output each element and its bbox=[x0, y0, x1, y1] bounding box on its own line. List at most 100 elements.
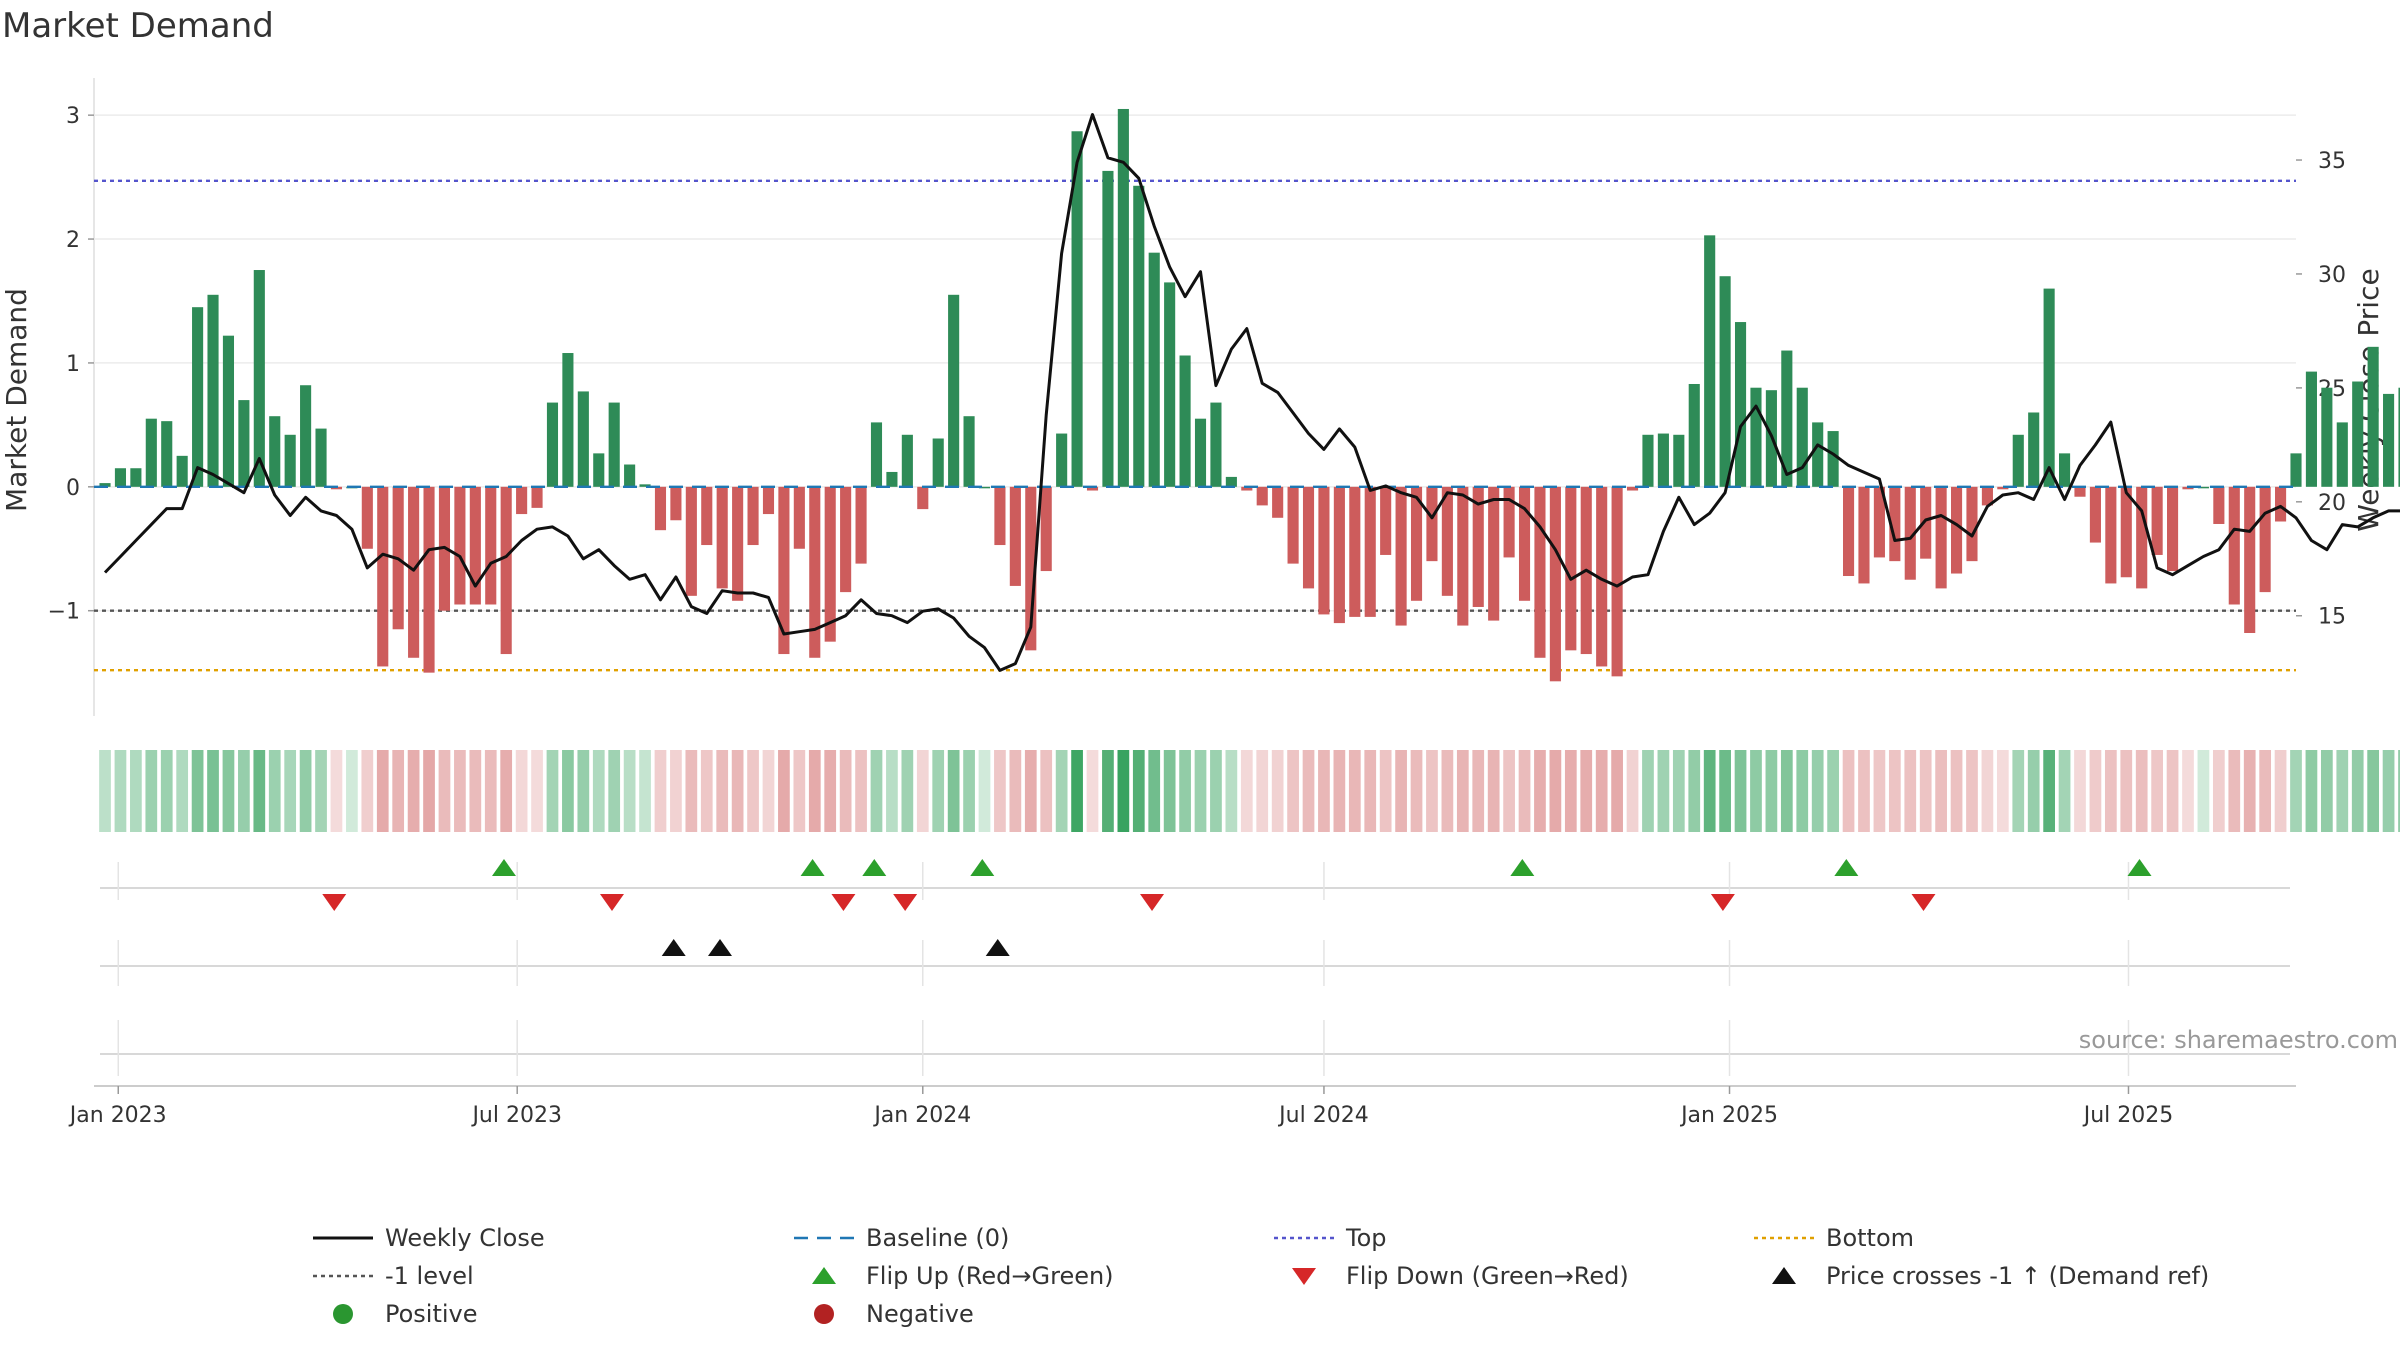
demand-bar-negative bbox=[778, 486, 790, 655]
heat-cell bbox=[1040, 750, 1053, 832]
heat-cell bbox=[376, 750, 389, 832]
heat-cell bbox=[1626, 750, 1639, 832]
demand-bar-negative bbox=[1997, 486, 2009, 490]
demand-bar-negative bbox=[1596, 486, 1608, 667]
heat-cell bbox=[99, 750, 111, 832]
heat-cell bbox=[1318, 750, 1330, 832]
page-title: Market Demand bbox=[2, 6, 274, 46]
demand-bar-positive bbox=[2383, 393, 2395, 487]
demand-bar-negative bbox=[485, 486, 497, 605]
y-tick-label: 0 bbox=[66, 476, 80, 501]
heat-cell bbox=[608, 750, 621, 832]
demand-bar-negative bbox=[1472, 486, 1484, 607]
heat-cell bbox=[2305, 750, 2318, 832]
y-axis-label: Market Demand bbox=[0, 288, 33, 512]
demand-bar-positive bbox=[2367, 346, 2379, 487]
heat-cell bbox=[1935, 750, 1947, 832]
heat-cell bbox=[253, 750, 266, 832]
demand-bar-negative bbox=[1981, 486, 1993, 506]
demand-bar-positive bbox=[608, 402, 620, 487]
heat-cell bbox=[1348, 750, 1361, 832]
legend-label-bottom: Bottom bbox=[1826, 1224, 1914, 1252]
demand-bar-negative bbox=[1488, 486, 1500, 621]
demand-bar-negative bbox=[1302, 486, 1315, 589]
demand-bar-negative bbox=[2151, 486, 2163, 555]
demand-bar-positive bbox=[1796, 387, 1808, 487]
price-cross-marker bbox=[985, 939, 1010, 956]
heat-cell bbox=[2259, 750, 2272, 832]
demand-bar-positive bbox=[1734, 322, 1747, 487]
demand-bar-negative bbox=[1889, 486, 1901, 562]
demand-bar-positive bbox=[2012, 434, 2024, 487]
flip-down-marker bbox=[1710, 894, 1735, 911]
legend-item-close: Weekly Close bbox=[313, 1224, 545, 1252]
demand-bar-positive bbox=[2028, 412, 2040, 487]
demand-bar-negative bbox=[2167, 486, 2179, 572]
demand-bar-negative bbox=[2259, 486, 2271, 593]
demand-bar-negative bbox=[1410, 486, 1423, 601]
flip-up-marker bbox=[491, 859, 516, 876]
demand-bar-negative bbox=[1040, 486, 1052, 572]
heat-cell bbox=[1102, 750, 1114, 832]
flip-up-marker bbox=[800, 859, 825, 876]
demand-bar-negative bbox=[454, 486, 466, 605]
heat-cell bbox=[1564, 750, 1577, 832]
x-tick-label: Jan 2025 bbox=[1679, 1103, 1778, 1128]
demand-bar-positive bbox=[300, 385, 312, 487]
heat-cell bbox=[2089, 750, 2102, 832]
demand-bar-negative bbox=[1858, 486, 1870, 584]
heat-cell bbox=[1379, 750, 1392, 832]
demand-bar-negative bbox=[1950, 486, 1963, 574]
heat-cell bbox=[145, 750, 158, 832]
demand-bar-negative bbox=[2244, 486, 2256, 633]
heat-cell bbox=[1888, 750, 1901, 832]
demand-bar-positive bbox=[932, 438, 944, 487]
demand-bar-negative bbox=[654, 486, 667, 531]
heat-cell bbox=[515, 750, 528, 832]
demand-bar-positive bbox=[1117, 108, 1129, 487]
heat-cell bbox=[963, 750, 975, 832]
heat-cell bbox=[793, 750, 806, 832]
price-cross-marker bbox=[707, 939, 732, 956]
heat-cell bbox=[1996, 750, 2009, 832]
y2-tick-label: 15 bbox=[2318, 605, 2346, 630]
legend-label-positive: Positive bbox=[385, 1300, 478, 1328]
heat-cell bbox=[1919, 750, 1932, 832]
heat-cell bbox=[1595, 750, 1608, 832]
heat-cell bbox=[1842, 750, 1855, 832]
demand-bar-positive bbox=[161, 421, 173, 487]
y-tick-label: −1 bbox=[48, 600, 80, 625]
demand-bar-positive bbox=[2197, 486, 2209, 489]
x-tick-label: Jul 2024 bbox=[1277, 1103, 1369, 1128]
heat-cell bbox=[916, 750, 929, 832]
legend-item-baseline: Baseline (0) bbox=[794, 1224, 1009, 1252]
heat-cell bbox=[423, 750, 435, 832]
demand-bar-positive bbox=[176, 455, 188, 487]
heat-cell bbox=[978, 750, 991, 832]
heat-cell bbox=[546, 750, 559, 832]
heat-cell bbox=[654, 750, 667, 832]
heat-cell bbox=[1225, 750, 1238, 832]
heat-cell bbox=[901, 750, 914, 832]
heat-cell bbox=[870, 750, 883, 832]
demand-bar-negative bbox=[1457, 486, 1469, 626]
y-tick-label: 3 bbox=[66, 104, 80, 129]
demand-bar-positive bbox=[2321, 387, 2333, 487]
heat-cell bbox=[1333, 750, 1346, 832]
heat-cell bbox=[623, 750, 636, 832]
heat-cell bbox=[932, 750, 945, 832]
demand-bar-positive bbox=[546, 402, 559, 487]
heat-cell bbox=[2290, 750, 2302, 832]
heat-cell bbox=[1194, 750, 1207, 832]
demand-bar-negative bbox=[1904, 486, 1916, 580]
demand-bar-positive bbox=[948, 294, 960, 487]
demand-bar-positive bbox=[2398, 387, 2400, 487]
heat-cell bbox=[731, 750, 744, 832]
heat-cell bbox=[407, 750, 420, 832]
heat-cell bbox=[855, 750, 867, 832]
demand-bar-positive bbox=[1102, 170, 1114, 487]
heat-cell bbox=[1796, 750, 1809, 832]
heat-cell bbox=[1071, 750, 1083, 832]
heat-cell bbox=[808, 750, 821, 832]
demand-bar-positive bbox=[1179, 355, 1191, 487]
